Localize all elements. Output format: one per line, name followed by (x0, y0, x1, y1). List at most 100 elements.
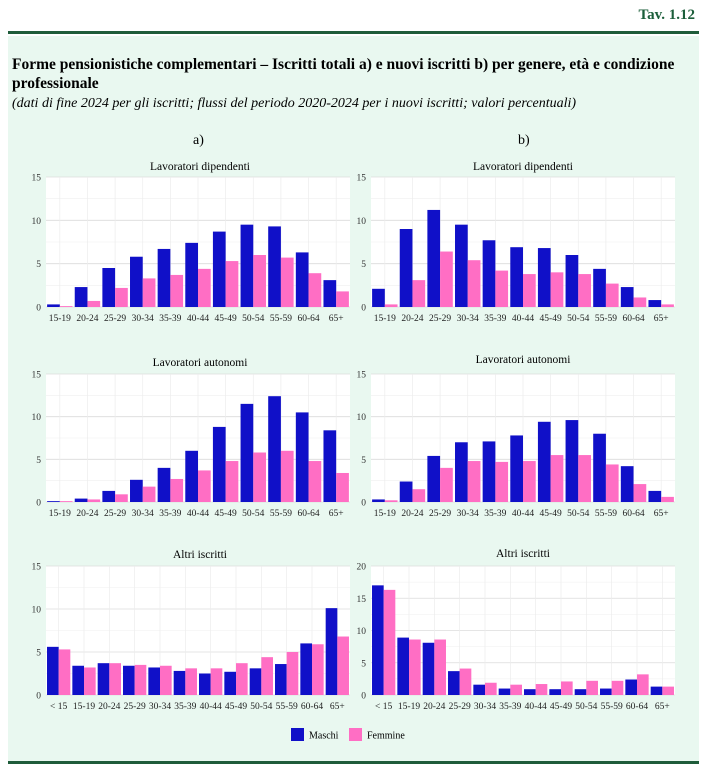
bar-maschi (510, 247, 523, 307)
bar-maschi (448, 671, 460, 695)
x-tick-label: 30-34 (132, 314, 154, 324)
bar-maschi (372, 288, 385, 307)
legend: Maschi Femmine (291, 728, 405, 742)
bar-femmine (633, 297, 647, 307)
x-tick-label: 15-19 (73, 702, 95, 712)
bar-maschi (427, 455, 441, 502)
y-tick-label: 10 (357, 627, 367, 637)
bar-femmine (510, 684, 522, 695)
bar-femmine (59, 501, 73, 502)
bar-femmine (467, 260, 481, 307)
x-tick-label: 65+ (654, 509, 669, 519)
bar-femmine (336, 291, 349, 307)
bar-maschi (130, 256, 143, 307)
bar-femmine (280, 450, 294, 502)
bar-maschi (102, 490, 116, 502)
x-tick-label: 45-49 (540, 509, 562, 519)
y-tick-label: 15 (357, 174, 367, 184)
bar-femmine (286, 652, 299, 695)
bar-maschi (620, 287, 634, 307)
bar-maschi (325, 608, 338, 695)
x-tick-label: 20-24 (98, 702, 120, 712)
x-tick-label: 60-64 (301, 702, 323, 712)
chart-a1: 0 5 10 15 15-19 20-24 25-29 30-34 35-39 40-44 45-4… (32, 161, 350, 324)
bar-maschi (123, 665, 135, 695)
x-tick-label: 50-54 (575, 702, 597, 712)
bar-maschi (295, 252, 309, 307)
table-number: Tav. 1.12 (638, 7, 695, 23)
legend-swatch-femmine (349, 728, 362, 741)
bar-femmine (337, 636, 349, 695)
x-tick-label: 20-24 (76, 509, 98, 519)
x-tick-label: 35-39 (174, 702, 196, 712)
bar-maschi (74, 498, 88, 502)
bar-femmine (134, 664, 147, 695)
legend-label-maschi: Maschi (309, 731, 339, 742)
bar-maschi (97, 663, 110, 695)
chart-title: Altri iscritti (496, 548, 550, 560)
x-tick-label: 55-59 (601, 702, 623, 712)
bar-femmine (115, 287, 128, 307)
y-tick-label: 10 (32, 606, 42, 616)
bar-maschi (157, 248, 171, 307)
legend-swatch-maschi (291, 728, 304, 741)
bar-maschi (648, 490, 662, 502)
y-tick-label: 5 (361, 659, 366, 669)
bar-femmine (535, 684, 548, 695)
x-tick-label: 40-44 (200, 702, 222, 712)
bar-femmine (637, 674, 649, 695)
bar-maschi (249, 668, 262, 695)
bar-maschi (102, 268, 116, 307)
bar-maschi (323, 430, 337, 502)
bar-maschi (185, 450, 198, 502)
x-tick-label: 55-59 (270, 314, 292, 324)
x-tick-label: 55-59 (276, 702, 298, 712)
bar-femmine (412, 280, 426, 307)
x-tick-label: 50-54 (242, 509, 264, 519)
bar-femmine (561, 681, 573, 695)
x-tick-label: 25-29 (104, 314, 126, 324)
bar-femmine (383, 589, 396, 695)
bottom-rule (8, 761, 699, 764)
bar-femmine (434, 639, 446, 695)
bar-femmine (661, 304, 674, 307)
bar-maschi (268, 226, 281, 307)
bar-femmine (170, 274, 184, 307)
bar-maschi (455, 224, 468, 307)
bar-femmine (59, 306, 73, 307)
x-tick-label: 50-54 (567, 509, 589, 519)
y-tick-label: 5 (36, 649, 41, 659)
bar-femmine (550, 455, 564, 502)
bar-maschi (399, 229, 413, 307)
y-tick-label: 15 (32, 371, 42, 381)
bar-femmine (84, 667, 96, 695)
x-tick-label: 60-64 (622, 314, 644, 324)
y-tick-label: 15 (32, 174, 42, 184)
bar-femmine (198, 268, 211, 307)
x-tick-label: < 15 (375, 702, 392, 712)
bar-maschi (565, 255, 579, 307)
bar-femmine (605, 283, 619, 307)
x-tick-label: 35-39 (159, 314, 181, 324)
x-tick-label: 25-29 (124, 702, 146, 712)
y-tick-label: 0 (36, 304, 41, 314)
legend-label-femmine: Femmine (367, 731, 405, 742)
bar-femmine (412, 489, 426, 502)
bar-femmine (160, 665, 172, 695)
y-tick-label: 20 (357, 563, 367, 573)
bar-femmine (550, 272, 564, 307)
chart-a2: 0 5 10 15 15-19 20-24 25-29 30-34 35-39 40-44 45-4… (32, 357, 350, 519)
bar-maschi (625, 679, 637, 695)
bar-femmine (459, 668, 472, 695)
x-tick-label: 20-24 (401, 314, 423, 324)
bar-femmine (142, 486, 156, 502)
x-tick-label: 45-49 (225, 702, 247, 712)
bar-maschi (224, 671, 236, 695)
bar-femmine (611, 680, 624, 695)
x-tick-label: 15-19 (374, 509, 396, 519)
x-tick-label: 35-39 (484, 314, 506, 324)
bar-maschi (275, 664, 287, 695)
figure-subtitle: (dati di fine 2024 per gli iscritti; flu… (12, 96, 577, 111)
x-tick-label: 15-19 (49, 509, 71, 519)
bar-maschi (422, 642, 435, 695)
